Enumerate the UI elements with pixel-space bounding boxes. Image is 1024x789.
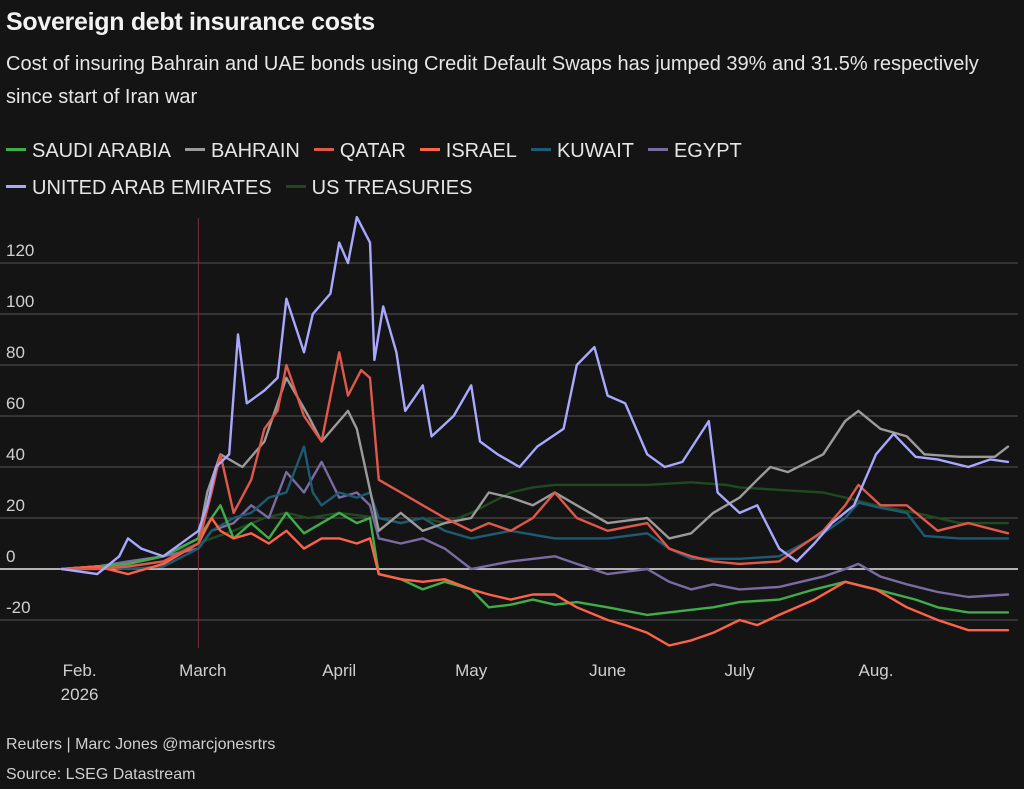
x-tick-label: July (724, 661, 755, 680)
y-tick-label: 120 (6, 241, 34, 260)
series-line-qatar (60, 351, 1010, 571)
series-line-saudi-arabia (60, 504, 1010, 617)
legend-label: SAUDI ARABIA (32, 140, 171, 162)
legend-swatch (530, 148, 551, 152)
legend-item: BAHRAIN (184, 133, 300, 170)
y-tick-label: 20 (6, 496, 25, 515)
x-tick-label: Feb. (63, 661, 97, 680)
legend-label: ISRAEL (445, 140, 517, 162)
legend-item: US TREASURIES (285, 170, 473, 207)
legend-swatch (285, 185, 306, 189)
legend-swatch (184, 148, 205, 152)
y-tick-label: 80 (6, 343, 25, 362)
legend: SAUDI ARABIA BAHRAIN QATAR ISRAEL KUWAIT EGYP… (6, 133, 1006, 207)
series-line-egypt (60, 460, 1010, 599)
x-tick-label: May (455, 661, 488, 680)
x-tick-label: June (589, 661, 626, 680)
series-line-israel (60, 516, 1010, 647)
legend-label: US TREASURIES (311, 177, 473, 199)
legend-item: ISRAEL (419, 133, 517, 170)
series-line-kuwait (60, 445, 1010, 571)
x-tick-label: 2026 (61, 685, 99, 704)
legend-label: QATAR (339, 140, 406, 162)
legend-label: KUWAIT (556, 140, 634, 162)
y-tick-label: 100 (6, 292, 34, 311)
y-tick-label: 60 (6, 394, 25, 413)
legend-item: KUWAIT (530, 133, 634, 170)
series-line-united-arab-emirates (60, 215, 1010, 576)
legend-swatch (6, 148, 26, 152)
chart-title: Sovereign debt insurance costs (6, 8, 375, 36)
legend-label: EGYPT (673, 140, 742, 162)
y-tick-label: -20 (6, 598, 31, 617)
source-text: Source: LSEG Datastream (6, 766, 196, 783)
x-tick-label: April (322, 661, 356, 680)
legend-swatch (6, 185, 26, 189)
y-tick-label: 40 (6, 445, 25, 464)
x-tick-label: March (179, 661, 226, 680)
y-tick-label: 0 (6, 547, 15, 566)
series-line-bahrain (60, 376, 1010, 571)
legend-label: BAHRAIN (210, 140, 300, 162)
legend-item: EGYPT (647, 133, 742, 170)
legend-item: SAUDI ARABIA (6, 133, 171, 170)
chart-subtitle: Cost of insuring Bahrain and UAE bonds u… (6, 53, 979, 108)
credit-text: Reuters | Marc Jones @marcjonesrtrs (6, 736, 276, 753)
legend-swatch (419, 148, 440, 152)
x-tick-label: Aug. (859, 661, 894, 680)
series-line-us-treasuries (60, 481, 1010, 571)
legend-item: QATAR (313, 133, 406, 170)
legend-item: UNITED ARAB EMIRATES (6, 170, 272, 207)
legend-swatch (647, 148, 668, 152)
legend-label: UNITED ARAB EMIRATES (32, 177, 272, 199)
legend-swatch (313, 148, 334, 152)
